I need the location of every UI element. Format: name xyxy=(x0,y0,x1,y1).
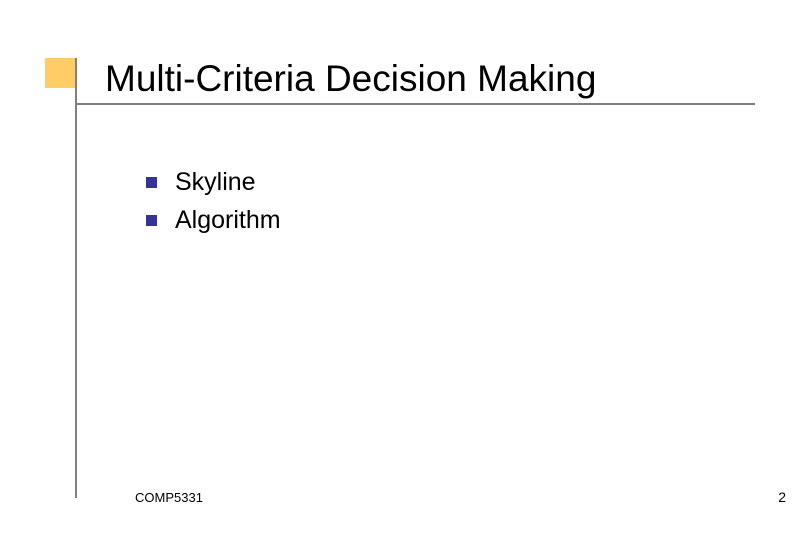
bullet-list: Skyline Algorithm xyxy=(146,168,281,244)
list-item: Skyline xyxy=(146,168,281,197)
bullet-marker-icon xyxy=(146,215,157,226)
page-number: 2 xyxy=(778,489,786,505)
title-accent-square xyxy=(45,58,75,88)
footer-course-code: COMP5331 xyxy=(135,490,203,505)
title-vertical-line xyxy=(75,58,77,498)
bullet-text: Skyline xyxy=(175,168,256,197)
slide: Multi-Criteria Decision Making Skyline A… xyxy=(0,0,810,540)
bullet-marker-icon xyxy=(146,177,157,188)
bullet-text: Algorithm xyxy=(175,206,281,235)
list-item: Algorithm xyxy=(146,206,281,235)
slide-title: Multi-Criteria Decision Making xyxy=(105,58,596,100)
title-horizontal-line xyxy=(75,103,755,105)
